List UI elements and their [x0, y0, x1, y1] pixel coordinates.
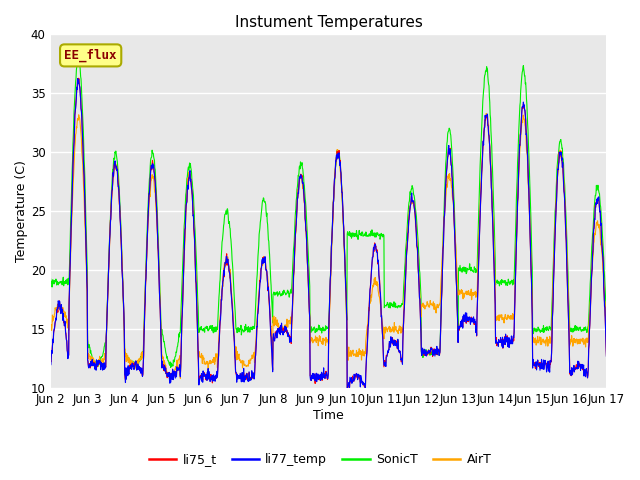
- SonicT: [47, 275, 54, 281]
- li75_t: [157, 335, 165, 340]
- li77_temp: [603, 353, 611, 359]
- li75_t: [75, 75, 83, 81]
- AirT: [538, 337, 545, 343]
- Line: li75_t: li75_t: [51, 78, 607, 390]
- Line: SonicT: SonicT: [51, 55, 607, 368]
- SonicT: [171, 354, 179, 360]
- SonicT: [167, 365, 175, 371]
- Y-axis label: Temperature (C): Temperature (C): [15, 160, 28, 262]
- li75_t: [344, 387, 351, 393]
- AirT: [171, 371, 179, 377]
- li75_t: [415, 294, 423, 300]
- li77_temp: [157, 334, 165, 339]
- li75_t: [233, 374, 241, 380]
- li77_temp: [488, 204, 496, 209]
- Legend: li75_t, li77_temp, SonicT, AirT: li75_t, li77_temp, SonicT, AirT: [144, 448, 496, 471]
- AirT: [488, 193, 496, 199]
- li77_temp: [538, 365, 545, 371]
- Text: EE_flux: EE_flux: [65, 49, 117, 62]
- SonicT: [157, 323, 165, 328]
- AirT: [233, 357, 241, 363]
- li77_temp: [74, 76, 81, 82]
- li75_t: [488, 205, 496, 211]
- AirT: [157, 319, 164, 324]
- SonicT: [603, 315, 611, 321]
- SonicT: [488, 156, 496, 162]
- li75_t: [538, 366, 545, 372]
- li75_t: [171, 371, 179, 377]
- li77_temp: [415, 295, 423, 301]
- SonicT: [415, 267, 423, 273]
- SonicT: [74, 52, 82, 58]
- SonicT: [233, 330, 241, 336]
- li75_t: [47, 358, 54, 363]
- li77_temp: [47, 362, 54, 368]
- SonicT: [538, 327, 545, 333]
- Line: li77_temp: li77_temp: [51, 79, 607, 390]
- AirT: [47, 327, 54, 333]
- li75_t: [603, 353, 611, 359]
- li77_temp: [344, 387, 351, 393]
- li77_temp: [233, 379, 241, 385]
- AirT: [167, 377, 175, 383]
- li77_temp: [171, 371, 179, 376]
- Line: AirT: AirT: [51, 113, 607, 380]
- AirT: [483, 110, 490, 116]
- X-axis label: Time: Time: [313, 409, 344, 422]
- AirT: [415, 276, 423, 282]
- AirT: [603, 331, 611, 336]
- Title: Instument Temperatures: Instument Temperatures: [234, 15, 422, 30]
